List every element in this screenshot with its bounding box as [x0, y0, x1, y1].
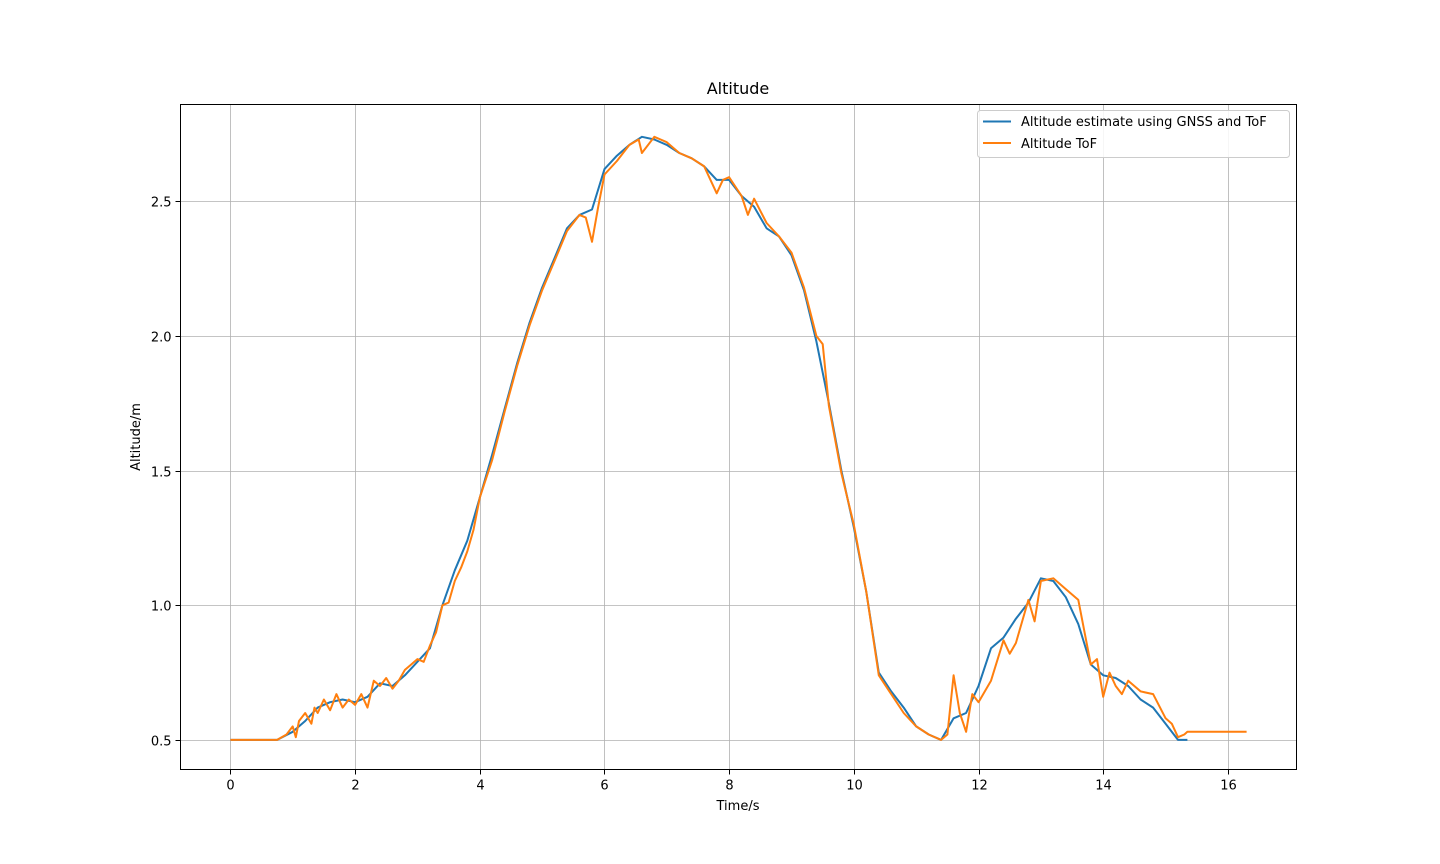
legend: Altitude estimate using GNSS and ToF Alt… [977, 110, 1290, 158]
y-axis-label: Altitude/m [129, 403, 144, 471]
x-axis: 0 2 4 6 8 10 12 14 16 [226, 769, 1237, 794]
x-tick-label: 12 [971, 779, 988, 794]
y-tick-label: 0.5 [151, 735, 172, 750]
y-tick-label: 1.0 [151, 600, 172, 615]
y-tick-label: 2.0 [151, 331, 172, 346]
legend-label-gnss-tof: Altitude estimate using GNSS and ToF [1021, 115, 1267, 130]
legend-label-tof: Altitude ToF [1021, 137, 1097, 152]
x-tick-label: 14 [1095, 779, 1112, 794]
x-tick-label: 8 [725, 779, 733, 794]
x-tick-label: 10 [846, 779, 863, 794]
series-layer [230, 135, 1247, 741]
x-tick-label: 4 [476, 779, 484, 794]
y-axis: 0.5 1.0 1.5 2.0 2.5 [151, 196, 181, 750]
y-tick-label: 1.5 [151, 466, 172, 481]
y-tick-label: 2.5 [151, 196, 172, 211]
grid [180, 104, 1297, 770]
x-tick-label: 16 [1220, 779, 1237, 794]
x-tick-label: 0 [226, 779, 234, 794]
x-tick-label: 6 [600, 779, 608, 794]
x-tick-label: 2 [351, 779, 359, 794]
chart-title: Altitude [707, 79, 770, 98]
legend-box [977, 110, 1290, 158]
plot-frame [180, 104, 1297, 770]
x-axis-label: Time/s [716, 799, 760, 814]
series-line-1 [230, 135, 1247, 741]
